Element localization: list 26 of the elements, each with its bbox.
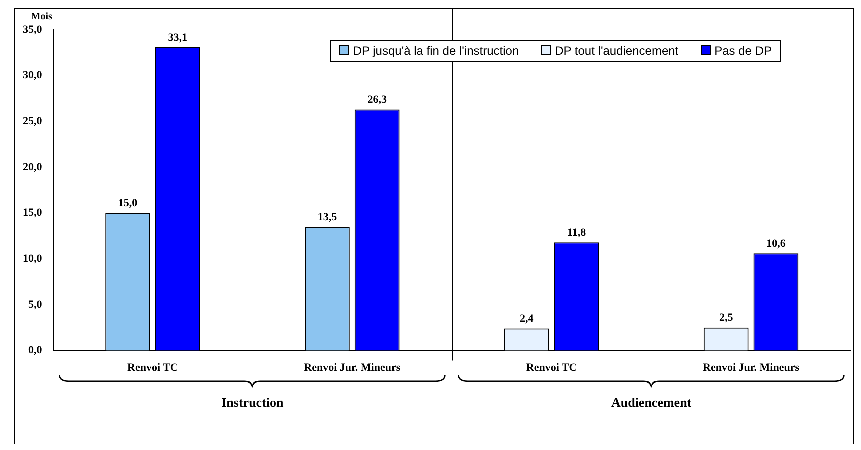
x-tick-label: Renvoi Jur. Mineurs xyxy=(703,362,800,374)
y-tick-label: 15,0 xyxy=(23,207,43,220)
data-label: 2,5 xyxy=(719,312,734,324)
y-tick-label: 5,0 xyxy=(28,298,43,311)
data-label: 33,1 xyxy=(168,32,188,44)
legend-label: Pas de DP xyxy=(714,44,772,58)
legend-label: DP tout l'audiencement xyxy=(554,44,679,58)
y-tick-label: 35,0 xyxy=(23,24,43,36)
y-tick-label: 25,0 xyxy=(23,116,43,128)
text: Audiencement xyxy=(611,394,692,411)
x-tick-label: Renvoi TC xyxy=(128,362,178,374)
y-tick-label: 10,0 xyxy=(23,252,43,265)
data-label: 10,6 xyxy=(766,238,786,250)
data-label: 11,8 xyxy=(567,226,587,239)
data-label: 2,4 xyxy=(520,313,534,326)
x-tick-label: Renvoi Jur. Mineurs xyxy=(304,362,402,374)
legend-label: DP jusqu'à la fin de l'instruction xyxy=(352,44,520,58)
y-tick-label: 30,0 xyxy=(23,70,43,82)
data-label: 15,0 xyxy=(118,198,138,210)
y-axis-title: Mois xyxy=(31,12,52,23)
y-tick-label: 0,0 xyxy=(28,344,43,357)
data-label: 13,5 xyxy=(318,211,338,224)
x-tick-label: Renvoi TC xyxy=(526,362,578,374)
text: Instruction xyxy=(222,394,284,411)
y-tick-label: 20,0 xyxy=(23,161,43,174)
data-label: 26,3 xyxy=(368,94,388,106)
